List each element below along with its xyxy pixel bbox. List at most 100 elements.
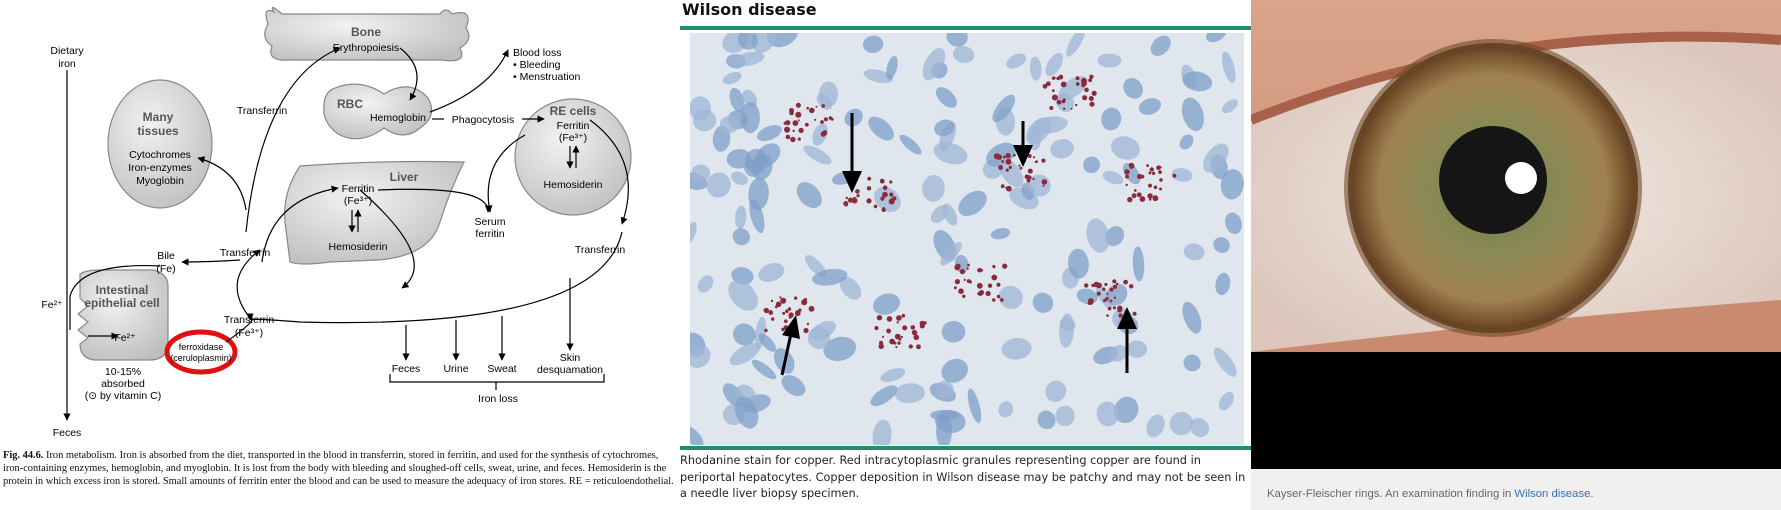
copper-granule: [963, 278, 966, 281]
copper-granule: [806, 106, 809, 110]
copper-granule: [1062, 98, 1066, 101]
re-hemosiderin-label: Hemosiderin: [544, 179, 603, 191]
absorbed-label-2: absorbed: [101, 378, 145, 390]
copper-granule: [985, 290, 991, 297]
copper-granule: [785, 309, 789, 314]
copper-granule: [1088, 96, 1094, 101]
copper-granule: [1041, 179, 1048, 185]
copper-granule: [1041, 158, 1046, 163]
figure-caption-text: Iron metabolism. Iron is absorbed from t…: [3, 450, 674, 488]
copper-granule: [847, 197, 854, 203]
nucleus-texture: [731, 171, 748, 185]
copper-granule: [966, 267, 969, 270]
transferrin-fe3-label-2: (Fe³⁺): [235, 327, 263, 339]
nucleus-texture: [1215, 272, 1231, 296]
copper-granule: [1001, 160, 1004, 163]
nucleus-texture: [1225, 212, 1242, 235]
nucleus-texture: [758, 333, 777, 352]
copper-granule: [1013, 153, 1016, 157]
nucleus-texture: [1032, 116, 1068, 134]
copper-granule: [784, 319, 788, 324]
copper-granule: [978, 290, 984, 296]
figure-caption: Fig. 44.6. Iron metabolism. Iron is abso…: [3, 449, 675, 489]
nucleus-texture: [758, 263, 785, 282]
iron-metabolism-panel: Dietary iron Bone Erythropoiesis Blood l…: [0, 0, 680, 510]
many-tissues-label: Many: [143, 110, 174, 124]
liver-fe3-label: (Fe³⁺): [344, 195, 372, 207]
copper-granule: [808, 305, 815, 312]
nucleus-texture: [1171, 168, 1193, 182]
nucleus-texture: [690, 425, 704, 445]
wilson-disease-link[interactable]: Wilson disease: [1514, 488, 1591, 500]
nucleus-texture: [1101, 107, 1122, 131]
transferrin-top-label: Transferrin: [237, 105, 288, 117]
copper-granule: [1060, 81, 1067, 88]
liver-hemosiderin-label: Hemosiderin: [329, 241, 388, 253]
fe2-outer-label: Fe²⁺: [41, 299, 63, 311]
copper-granule: [886, 328, 891, 334]
copper-granule: [1051, 89, 1055, 92]
copper-granule: [913, 334, 920, 341]
nucleus-texture: [862, 35, 884, 53]
nucleus-texture: [1182, 71, 1213, 92]
nucleus-texture: [697, 275, 714, 293]
copper-granule: [1149, 167, 1154, 172]
copper-granule: [1106, 314, 1109, 317]
copper-granule: [806, 322, 810, 326]
copper-granule: [873, 204, 878, 209]
copper-granule: [1096, 291, 1101, 296]
nucleus-texture: [1213, 347, 1237, 377]
copper-granule: [1032, 177, 1035, 181]
nucleus-texture: [1032, 292, 1054, 313]
nucleus-texture: [809, 320, 837, 341]
liver-ferritin-label: Ferritin: [342, 183, 375, 195]
nucleus-texture: [1105, 226, 1125, 247]
kayser-fleischer-caption: Kayser-Fleischer rings. An examination f…: [1267, 488, 1594, 500]
copper-granule: [770, 299, 774, 303]
copper-granule: [897, 341, 901, 345]
kf-caption-text: Kayser-Fleischer rings. An examination f…: [1267, 488, 1515, 500]
copper-granule: [991, 274, 998, 281]
copper-granule: [996, 282, 1001, 287]
nucleus-texture: [874, 186, 901, 213]
copper-granule: [959, 269, 965, 275]
nucleus-texture: [1150, 35, 1171, 56]
copper-granule: [889, 180, 893, 184]
copper-granule: [1070, 107, 1073, 110]
copper-granule: [1112, 279, 1117, 284]
nucleus-texture: [818, 81, 839, 108]
re-ferritin-label: Ferritin: [557, 120, 590, 132]
copper-granule: [1148, 171, 1152, 175]
nucleus-texture: [1001, 337, 1032, 360]
copper-granule: [1091, 90, 1097, 96]
copper-granule: [795, 310, 799, 314]
copper-granule: [1089, 101, 1095, 107]
nucleus-texture: [839, 276, 862, 300]
copper-granule: [1018, 164, 1021, 167]
nucleus-texture: [1045, 380, 1067, 402]
nucleus-texture: [729, 87, 745, 113]
copper-granule: [900, 335, 903, 339]
nucleus-texture: [998, 285, 1023, 310]
nucleus-texture: [894, 383, 925, 404]
copper-granule: [1127, 196, 1133, 203]
copper-granule: [954, 264, 961, 271]
nucleus-texture: [691, 164, 711, 182]
copper-granule: [764, 328, 768, 333]
black-letterbox: [1251, 352, 1781, 469]
transferrin-right-label: Transferrin: [575, 244, 626, 256]
copper-granule: [967, 263, 970, 267]
bone-label: Bone: [351, 25, 381, 39]
bile-label: Bile: [157, 250, 175, 262]
nucleus-texture: [1096, 401, 1119, 427]
copper-granule: [794, 296, 798, 300]
nucleus-texture: [1123, 77, 1143, 99]
nucleus-texture: [823, 336, 857, 361]
kayser-fleischer-panel: Kayser-Fleischer rings. An examination f…: [1251, 0, 1781, 510]
copper-granule: [814, 118, 817, 121]
copper-granule: [779, 296, 782, 299]
copper-granule: [1027, 175, 1032, 180]
nucleus-texture: [1182, 301, 1202, 334]
nucleus-texture: [1206, 33, 1227, 43]
nucleus-texture: [756, 125, 782, 142]
